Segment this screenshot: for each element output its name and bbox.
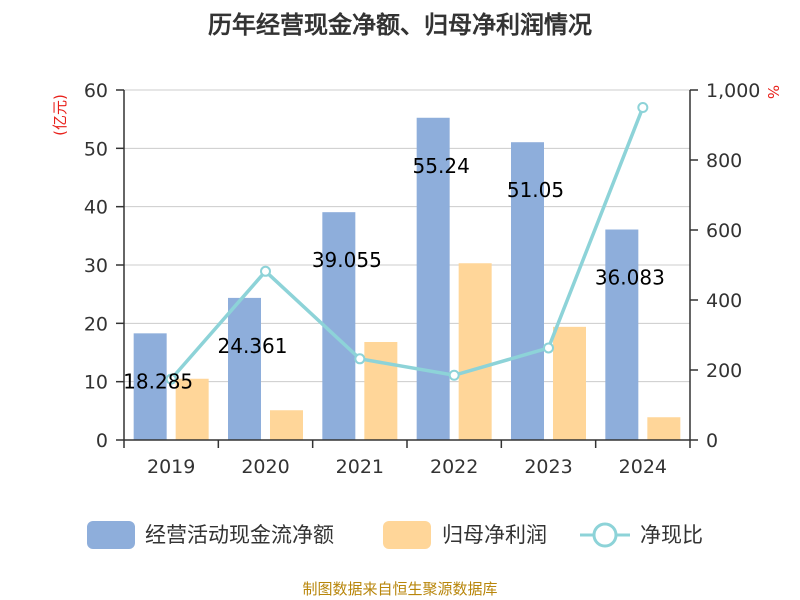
ratio-point	[637, 102, 649, 113]
legend-item-cashflow[interactable]: 经营活动现金流净额	[87, 521, 334, 549]
x-tick-label: 2023	[524, 456, 572, 478]
y-right-tick-label: 800	[706, 150, 742, 172]
bar-profit	[270, 410, 303, 440]
legend-label-profit: 归母净利润	[442, 523, 547, 547]
bar-profit	[458, 263, 492, 440]
x-tick-label: 2022	[430, 456, 478, 478]
legend-label-cashflow: 经营活动现金流净额	[145, 523, 334, 547]
legend-item-profit[interactable]: 归母净利润	[383, 521, 547, 549]
ratio-line	[169, 106, 645, 381]
x-tick-label: 2019	[147, 456, 195, 478]
bar-profit	[175, 378, 209, 440]
bar-cashflow	[228, 297, 261, 440]
data-label-cashflow: 18.285	[123, 369, 193, 393]
bar-cashflow	[322, 212, 356, 440]
y-left-tick-label: 50	[84, 138, 108, 160]
ratio-point	[448, 369, 460, 381]
x-tick-label: 2024	[619, 456, 667, 478]
line-series	[165, 102, 649, 385]
x-tick-label: 2021	[336, 456, 384, 478]
y-right-tick-label: 0	[706, 430, 718, 452]
legend-swatch-profit	[383, 521, 431, 549]
bar-profit	[364, 342, 398, 440]
bar-cashflow	[416, 117, 450, 441]
data-labels: 18.285 24.361 39.055 55.24 51.05 36.083	[123, 154, 665, 394]
chart-title: 历年经营现金净额、归母净利润情况	[208, 11, 592, 39]
data-label-cashflow: 55.24	[413, 154, 470, 178]
y-right-tick-label: 200	[706, 360, 742, 382]
y-left-tick-label: 20	[84, 313, 108, 335]
data-label-cashflow: 36.083	[595, 266, 665, 290]
legend-label-ratio: 净现比	[640, 523, 703, 547]
ratio-point	[354, 353, 366, 365]
legend-swatch-cashflow	[87, 521, 135, 549]
bar-cashflow	[605, 229, 639, 440]
x-tick-label: 2020	[241, 456, 289, 478]
y-right-tick-label: 400	[706, 290, 742, 312]
ratio-point	[165, 373, 177, 385]
data-label-cashflow: 39.055	[312, 248, 382, 272]
bar-cashflow	[133, 333, 167, 440]
y-left-tick-label: 0	[96, 430, 108, 452]
bars	[133, 117, 681, 441]
source-note: 制图数据来自恒生聚源数据库	[302, 580, 497, 598]
legend-marker-ratio	[592, 522, 618, 548]
ratio-point	[260, 265, 271, 277]
y-left-tick-label: 30	[84, 255, 108, 277]
y-right-tick-label: 600	[706, 220, 742, 242]
data-label-cashflow: 24.361	[218, 334, 288, 358]
y-right-tick-label: 1,000	[706, 80, 760, 102]
y-left-unit: (亿元)	[51, 94, 69, 136]
bar-cashflow	[511, 142, 544, 441]
bar-profit	[647, 417, 681, 440]
legend[interactable]: 经营活动现金流净额 归母净利润 净现比	[87, 521, 703, 549]
ratio-point	[543, 342, 554, 354]
bar-profit	[553, 326, 586, 440]
data-label-cashflow: 51.05	[507, 178, 564, 202]
y-left-tick-label: 60	[84, 80, 108, 102]
y-left-tick-label: 40	[84, 197, 108, 219]
legend-item-ratio[interactable]: 净现比	[580, 522, 703, 548]
y-right-unit: %	[764, 85, 782, 99]
y-left-tick-label: 10	[84, 372, 108, 394]
